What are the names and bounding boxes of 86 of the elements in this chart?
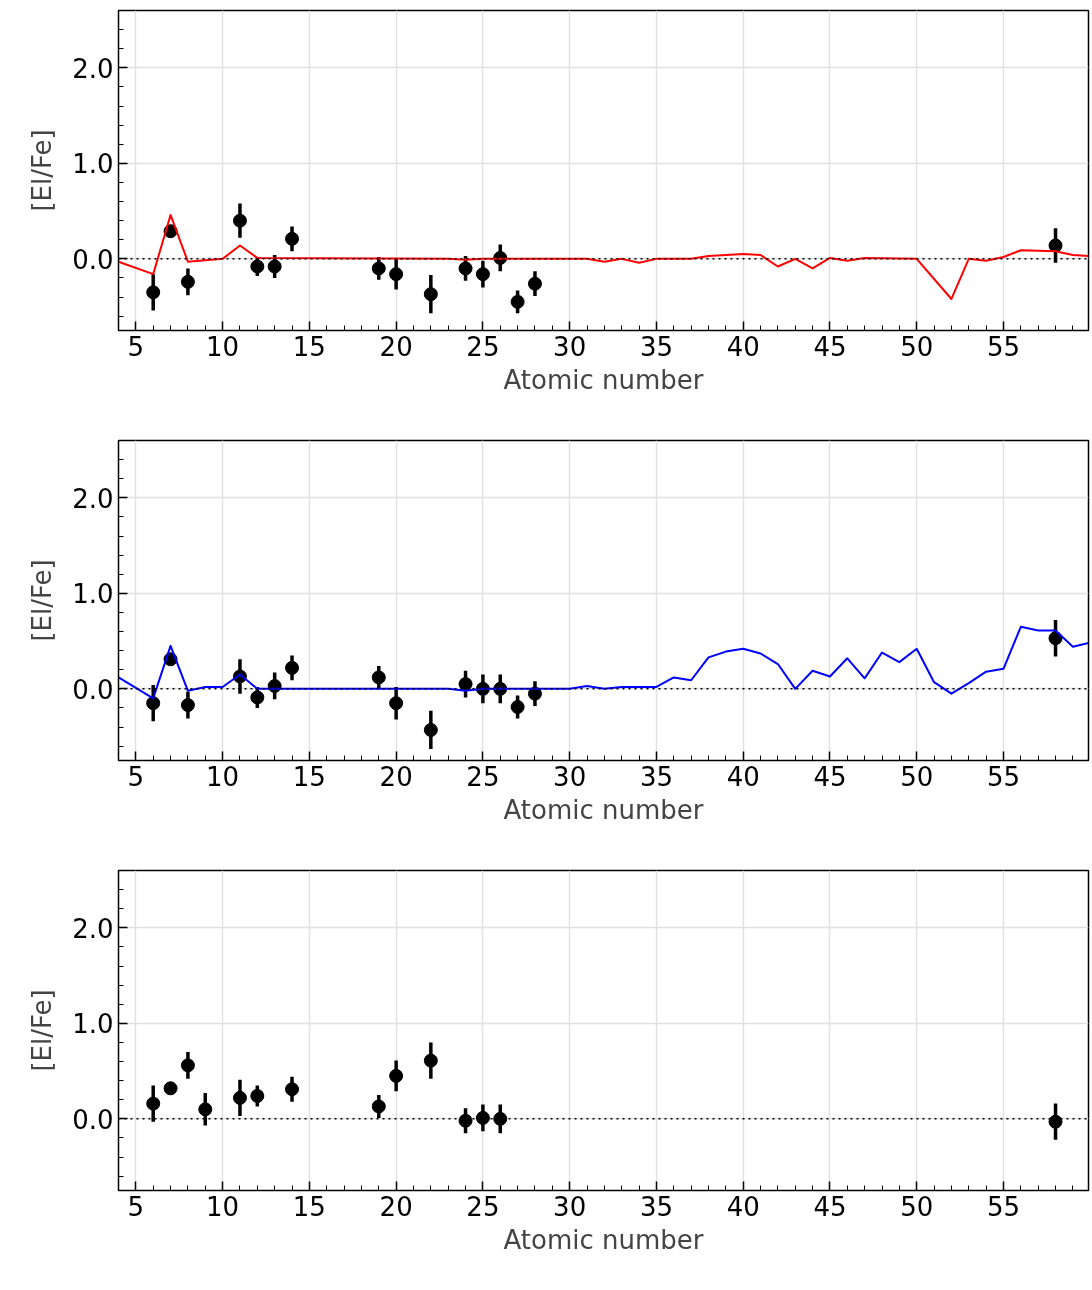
x-tick-label: 20 [379, 761, 413, 792]
point [493, 1111, 508, 1126]
x-tick-label: 45 [813, 761, 847, 792]
y-axis-title: [El/Fe] [27, 989, 58, 1072]
x-tick-label: 55 [986, 761, 1021, 792]
x-tick-label: 50 [900, 331, 934, 362]
y-axis-title: [El/Fe] [27, 129, 58, 212]
x-tick-label: 45 [813, 331, 847, 362]
point [250, 690, 265, 705]
x-tick-label: 35 [639, 1191, 673, 1222]
x-tick-label: 5 [127, 761, 145, 792]
point [475, 1110, 490, 1125]
y-tick-label: 2.0 [72, 483, 114, 514]
x-tick-label: 10 [206, 331, 240, 362]
x-tick-label: 25 [466, 1191, 500, 1222]
x-tick-label: 40 [726, 331, 760, 362]
point [163, 1081, 178, 1096]
x-tick-label: 40 [726, 1191, 760, 1222]
point [198, 1102, 213, 1117]
x-tick-label: 20 [379, 1191, 413, 1222]
x-tick-label: 15 [292, 1191, 326, 1222]
x-tick-label: 30 [553, 761, 587, 792]
x-tick-label: 50 [900, 1191, 934, 1222]
x-tick-label: 30 [553, 331, 587, 362]
point [232, 1090, 247, 1105]
x-axis-title: Atomic number [503, 1224, 704, 1255]
point [371, 1099, 386, 1114]
x-tick-label: 5 [127, 1191, 145, 1222]
point [180, 1058, 195, 1073]
point [250, 259, 265, 274]
x-tick-label: 50 [900, 761, 934, 792]
x-tick-label: 35 [639, 761, 673, 792]
point [475, 267, 490, 282]
x-tick-label: 45 [813, 1191, 847, 1222]
point [180, 274, 195, 289]
x-tick-label: 40 [726, 761, 760, 792]
y-axis-title: [El/Fe] [27, 559, 58, 642]
point [285, 1082, 300, 1097]
point [267, 259, 282, 274]
x-tick-label: 25 [466, 331, 500, 362]
x-axis-title: Atomic number [503, 794, 704, 825]
point [389, 267, 404, 282]
point [285, 231, 300, 246]
point [458, 677, 473, 692]
x-tick-label: 20 [379, 331, 413, 362]
x-tick-label: 35 [639, 331, 673, 362]
point [423, 722, 438, 737]
point [180, 698, 195, 713]
x-tick-label: 15 [292, 331, 326, 362]
point [423, 287, 438, 302]
point [510, 700, 525, 714]
x-tick-label: 25 [466, 761, 500, 792]
y-tick-label: 1.0 [72, 1009, 114, 1040]
y-tick-label: 1.0 [72, 149, 114, 180]
x-tick-label: 30 [553, 1191, 587, 1222]
point [1048, 1114, 1063, 1129]
y-tick-label: 1.0 [72, 579, 114, 610]
point [423, 1053, 438, 1068]
point [510, 294, 525, 309]
point [1048, 238, 1063, 253]
point [458, 1113, 473, 1128]
point [389, 1068, 404, 1083]
x-tick-label: 10 [206, 761, 240, 792]
y-tick-label: 0.0 [72, 244, 114, 275]
y-tick-label: 0.0 [72, 674, 114, 705]
point [285, 660, 300, 675]
point [146, 1096, 161, 1111]
line-series [118, 213, 1089, 300]
x-axis-title: Atomic number [503, 364, 704, 395]
point [232, 213, 247, 228]
y-tick-label: 2.0 [72, 913, 114, 944]
y-tick-label: 2.0 [72, 53, 114, 84]
y-tick-label: 0.0 [72, 1104, 114, 1135]
point [146, 285, 161, 300]
x-tick-label: 55 [986, 331, 1021, 362]
point [527, 276, 542, 291]
point [389, 696, 404, 711]
point [146, 696, 161, 711]
point [250, 1088, 265, 1103]
x-tick-label: 5 [127, 331, 145, 362]
x-tick-label: 55 [986, 1191, 1021, 1222]
point [458, 261, 473, 276]
point [371, 670, 386, 685]
x-tick-label: 15 [292, 761, 326, 792]
point [371, 261, 386, 276]
x-tick-label: 10 [206, 1191, 240, 1222]
